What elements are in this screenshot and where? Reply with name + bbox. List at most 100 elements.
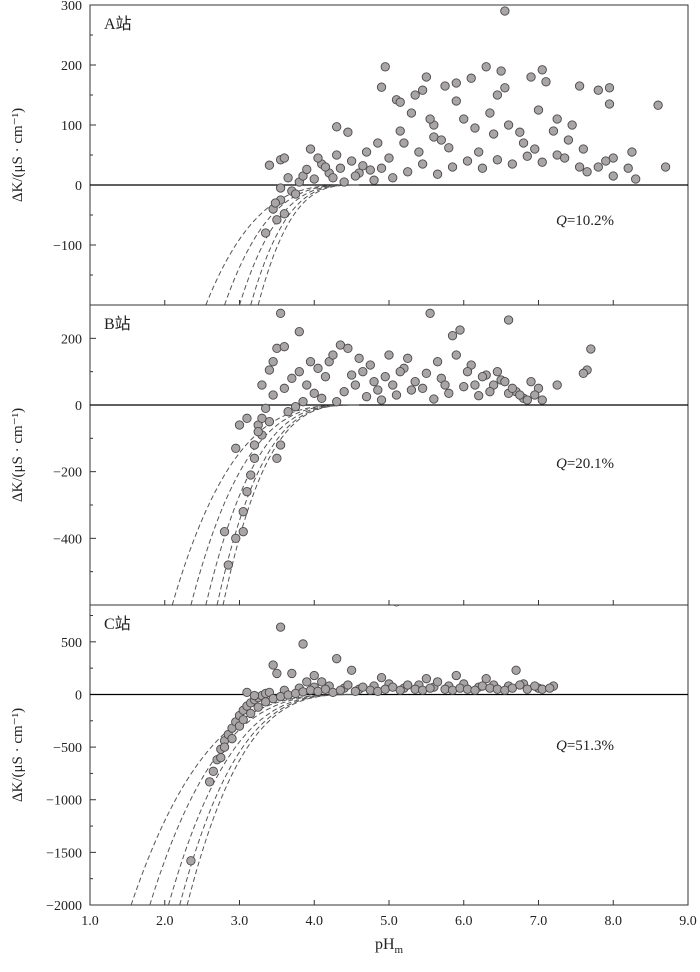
data-point xyxy=(485,683,495,693)
panel-1: 300 200 100 0 −100 A站 Q=10.2% ΔK/(μS · cm⁻¹) xyxy=(10,0,689,306)
data-point xyxy=(343,127,353,137)
data-point xyxy=(432,677,443,687)
data-point xyxy=(608,171,618,181)
panel-label: C站 xyxy=(104,615,131,633)
data-point xyxy=(582,167,592,177)
data-point xyxy=(290,402,301,412)
data-point xyxy=(253,427,263,437)
data-point xyxy=(272,668,282,679)
data-point xyxy=(346,370,357,380)
data-point xyxy=(261,403,271,413)
data-point xyxy=(246,708,256,719)
data-point xyxy=(249,453,260,463)
data-point xyxy=(541,77,551,87)
data-point xyxy=(369,175,379,185)
data-point xyxy=(339,387,349,397)
data-point xyxy=(414,147,424,157)
data-point xyxy=(515,127,525,137)
q-annotation: Q=10.2% xyxy=(556,213,614,229)
fit-curve xyxy=(186,693,360,905)
data-point xyxy=(358,367,368,377)
x-axis-label: pHm xyxy=(375,936,404,956)
data-point xyxy=(470,685,480,695)
data-point xyxy=(268,390,278,400)
data-point xyxy=(376,395,387,405)
data-point xyxy=(530,390,540,400)
data-point xyxy=(335,340,346,350)
data-point xyxy=(518,138,529,148)
data-point xyxy=(537,65,547,75)
data-point xyxy=(279,342,289,352)
data-point xyxy=(563,135,574,145)
data-point xyxy=(268,357,278,367)
data-point xyxy=(249,440,260,450)
y-tick-label: −400 xyxy=(53,532,82,547)
data-point xyxy=(421,368,432,378)
data-point xyxy=(459,382,469,392)
fit-curve xyxy=(216,404,360,605)
data-point xyxy=(623,163,633,173)
data-point xyxy=(586,344,596,354)
data-point xyxy=(447,162,458,172)
data-point xyxy=(279,153,289,163)
data-point xyxy=(294,367,304,377)
data-point xyxy=(406,108,417,118)
data-point xyxy=(261,228,271,238)
data-point xyxy=(526,72,536,82)
data-point xyxy=(350,380,361,390)
data-point xyxy=(339,177,349,187)
data-point xyxy=(410,90,420,100)
data-point xyxy=(537,684,547,694)
data-point xyxy=(470,380,480,390)
data-point xyxy=(574,162,585,172)
data-point xyxy=(361,147,372,157)
x-tick-label: 5.0 xyxy=(380,914,398,929)
fit-curve xyxy=(239,184,360,305)
data-point xyxy=(552,380,562,390)
data-point xyxy=(451,350,461,360)
x-tick-label: 7.0 xyxy=(530,914,548,929)
y-tick-label: 100 xyxy=(61,119,82,134)
data-point xyxy=(391,390,402,400)
panel-2: 200 0 −200 −400 B站 Q=20.1% ΔK/(μS · cm⁻¹) xyxy=(10,304,689,606)
data-point xyxy=(317,393,327,403)
data-point xyxy=(279,383,289,393)
y-tick-label: 200 xyxy=(61,59,82,74)
data-point xyxy=(432,169,443,179)
y-tick-label: 200 xyxy=(61,332,82,347)
fit-curve xyxy=(130,693,360,905)
data-point xyxy=(238,507,248,517)
data-point xyxy=(388,380,398,390)
data-point xyxy=(305,357,316,367)
data-point xyxy=(403,353,413,363)
data-point xyxy=(537,157,547,167)
y-axis-label: ΔK/(μS · cm⁻¹) xyxy=(10,708,26,802)
data-point xyxy=(369,377,379,387)
data-point xyxy=(507,159,517,169)
fit-curve xyxy=(222,404,360,605)
data-point xyxy=(380,62,390,72)
data-point xyxy=(275,183,286,193)
data-point xyxy=(425,683,435,693)
data-point xyxy=(335,685,346,695)
data-point xyxy=(332,122,342,132)
data-point xyxy=(332,397,342,407)
fit-curve xyxy=(224,184,360,305)
data-point xyxy=(238,715,248,725)
data-point xyxy=(417,85,428,95)
x-tick-label: 4.0 xyxy=(306,914,324,929)
y-tick-label: −200 xyxy=(53,466,82,481)
panel-3: 500 0 −500 −1000 −1500 −2000 C站 Q=51.3% ΔK/(μS ·… xyxy=(10,604,689,914)
data-point xyxy=(309,174,319,184)
data-point xyxy=(272,343,282,353)
data-point xyxy=(574,81,585,91)
data-point xyxy=(283,690,293,700)
data-point xyxy=(234,420,245,430)
data-point xyxy=(343,680,353,690)
data-point xyxy=(459,114,469,124)
data-point xyxy=(455,683,465,693)
data-point xyxy=(346,665,357,675)
x-tick-label: 9.0 xyxy=(679,914,697,929)
data-point xyxy=(492,367,503,377)
